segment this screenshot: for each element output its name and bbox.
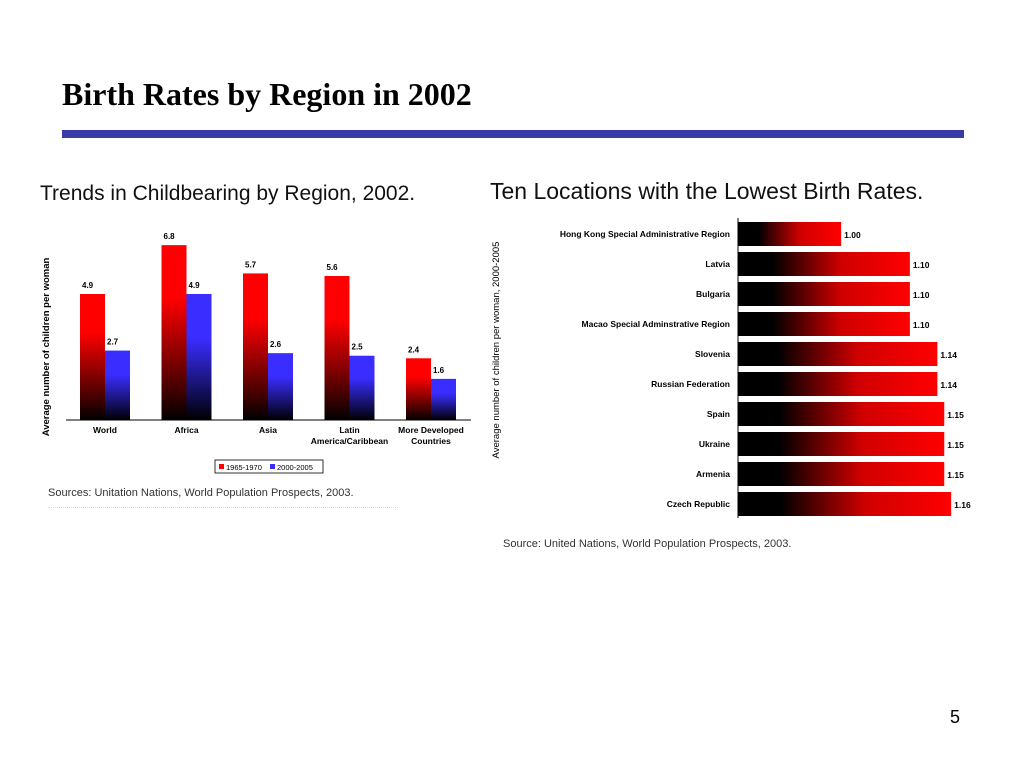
chart2-source: Source: United Nations, World Population… (503, 538, 792, 550)
chart1-bar-series1 (243, 273, 268, 420)
chart1-category-label: Africa (174, 425, 198, 435)
chart1-legend-swatch (270, 464, 275, 469)
chart2-category-label: Czech Republic (667, 499, 731, 509)
chart1-category-label: More Developed (398, 425, 464, 435)
chart2-bar (738, 342, 938, 366)
page-number: 5 (950, 707, 961, 727)
chart1-bar-series2 (105, 350, 130, 420)
chart2-category-label: Latvia (705, 259, 730, 269)
chart2-data-label: 1.10 (913, 290, 930, 300)
chart1-bar-series2 (431, 378, 456, 420)
chart2-bar (738, 282, 910, 306)
chart2-data-label: 1.10 (913, 320, 930, 330)
chart1-data-label: 1.6 (433, 366, 445, 375)
chart1-data-label: 2.7 (107, 338, 119, 347)
chart1-bar-series1 (406, 358, 431, 420)
chart2-data-label: 1.16 (954, 500, 971, 510)
chart2-data-label: 1.15 (947, 470, 964, 480)
chart1-bar-series1 (80, 294, 105, 420)
chart1-data-label: 2.5 (352, 343, 364, 352)
chart1-bar-series1 (161, 245, 187, 420)
chart2-category-label: Russian Federation (651, 379, 730, 389)
chart1-category-label: Asia (259, 425, 277, 435)
chart1-divider (48, 507, 398, 509)
chart2-bar (738, 252, 910, 276)
chart1-category-label: Countries (411, 436, 451, 446)
chart1-bar-series1 (324, 276, 350, 420)
chart1-bar-series2 (349, 355, 375, 420)
chart1-legend-swatch (219, 464, 224, 469)
chart1-legend-label: 2000-2005 (277, 463, 313, 472)
chart2-bar (738, 222, 842, 246)
chart2-category-label: Hong Kong Special Administrative Region (560, 229, 730, 239)
chart2-category-label: Slovenia (695, 349, 730, 359)
chart1-data-label: 5.7 (245, 260, 257, 269)
chart2-bar (738, 462, 945, 486)
chart1-category-label: America/Caribbean (311, 436, 388, 446)
chart2-lowest-birth-rates: Average number of children per woman, 20… (491, 218, 971, 518)
slide-title: Birth Rates by Region in 2002 (62, 76, 472, 112)
chart1-bar-series2 (186, 294, 212, 420)
chart2-category-label: Bulgaria (696, 289, 730, 299)
chart2-y-axis-label: Average number of children per woman, 20… (491, 242, 502, 459)
chart1-y-axis-label: Average number of children per woman (41, 258, 52, 437)
chart2-category-label: Spain (707, 409, 730, 419)
chart2-data-label: 1.14 (940, 380, 957, 390)
chart1-category-label: Latin (339, 425, 359, 435)
chart1-trends-childbearing: Average number of children per woman 4.9… (41, 232, 471, 474)
chart2-data-label: 1.14 (940, 350, 957, 360)
chart2-bar (738, 372, 938, 396)
chart1-data-label: 2.6 (270, 340, 282, 349)
chart2-bar (738, 402, 945, 426)
chart2-category-label: Armenia (696, 469, 730, 479)
title-rule (62, 130, 964, 138)
chart2-bar (738, 432, 945, 456)
chart1-source: Sources: Unitation Nations, World Popula… (48, 487, 354, 499)
chart1-category-label: World (93, 425, 117, 435)
chart2-title: Ten Locations with the Lowest Birth Rate… (490, 178, 924, 204)
chart2-category-label: Macao Special Adminstrative Region (582, 319, 730, 329)
chart1-legend-box (214, 459, 324, 474)
chart1-legend: 1965-1970 2000-2005 (214, 459, 324, 474)
chart1-data-label: 4.9 (82, 281, 94, 290)
chart1-legend-label: 1965-1970 (226, 463, 262, 472)
chart2-data-label: 1.15 (947, 410, 964, 420)
chart2-data-label: 1.00 (844, 230, 861, 240)
chart2-bar (738, 312, 910, 336)
chart1-data-label: 6.8 (164, 232, 176, 241)
chart1-data-label: 2.4 (408, 345, 420, 354)
chart2-data-label: 1.10 (913, 260, 930, 270)
chart1-bar-series2 (268, 353, 293, 420)
chart1-data-label: 4.9 (189, 281, 201, 290)
chart1-data-label: 5.6 (327, 263, 339, 272)
chart1-title: Trends in Childbearing by Region, 2002. (40, 182, 416, 205)
chart2-bar (738, 492, 952, 516)
chart2-category-label: Ukraine (699, 439, 730, 449)
chart2-data-label: 1.15 (947, 440, 964, 450)
